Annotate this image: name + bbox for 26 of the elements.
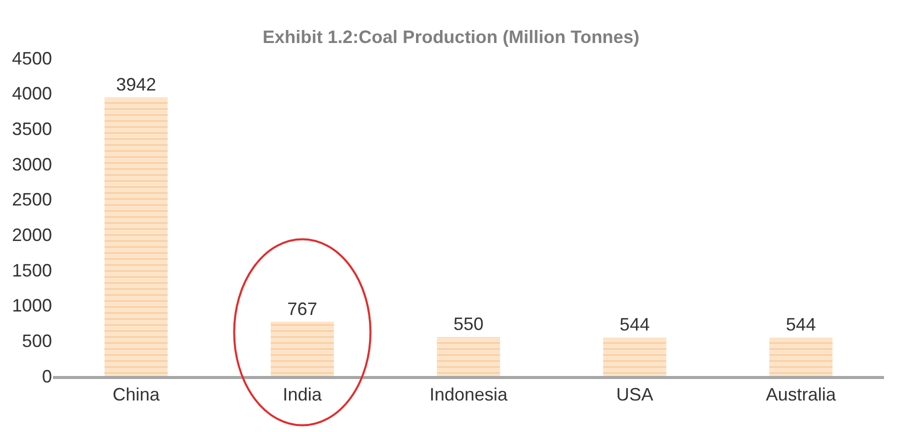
x-tick-label: India <box>282 384 323 405</box>
y-tick-label: 500 <box>22 330 52 351</box>
chart-title: Exhibit 1.2:Coal Production (Million Tonnes) <box>262 27 640 48</box>
bar <box>603 338 666 376</box>
x-tick-label: Indonesia <box>429 384 509 405</box>
x-tick-label: Australia <box>766 384 837 405</box>
y-tick-label: 3500 <box>12 118 52 139</box>
y-tick-label: 2500 <box>12 190 52 210</box>
data-label: 544 <box>786 314 816 335</box>
data-label: 767 <box>287 298 318 319</box>
data-label: 550 <box>453 314 484 334</box>
x-tick-label: China <box>112 384 161 405</box>
y-tick-label: 1000 <box>12 296 52 316</box>
bar <box>104 97 168 376</box>
bar <box>436 337 500 376</box>
x-tick-label: USA <box>616 384 654 405</box>
y-tick-label: 0 <box>42 366 52 386</box>
data-label: 3942 <box>116 74 156 94</box>
data-label: 544 <box>620 314 650 335</box>
bar <box>769 338 832 376</box>
bar <box>270 322 334 376</box>
y-tick-label: 3000 <box>12 154 52 174</box>
y-tick-label: 1500 <box>12 260 52 280</box>
y-tick-label: 4500 <box>12 48 52 68</box>
y-tick-label: 2000 <box>12 224 52 245</box>
y-tick-label: 4000 <box>12 84 52 104</box>
